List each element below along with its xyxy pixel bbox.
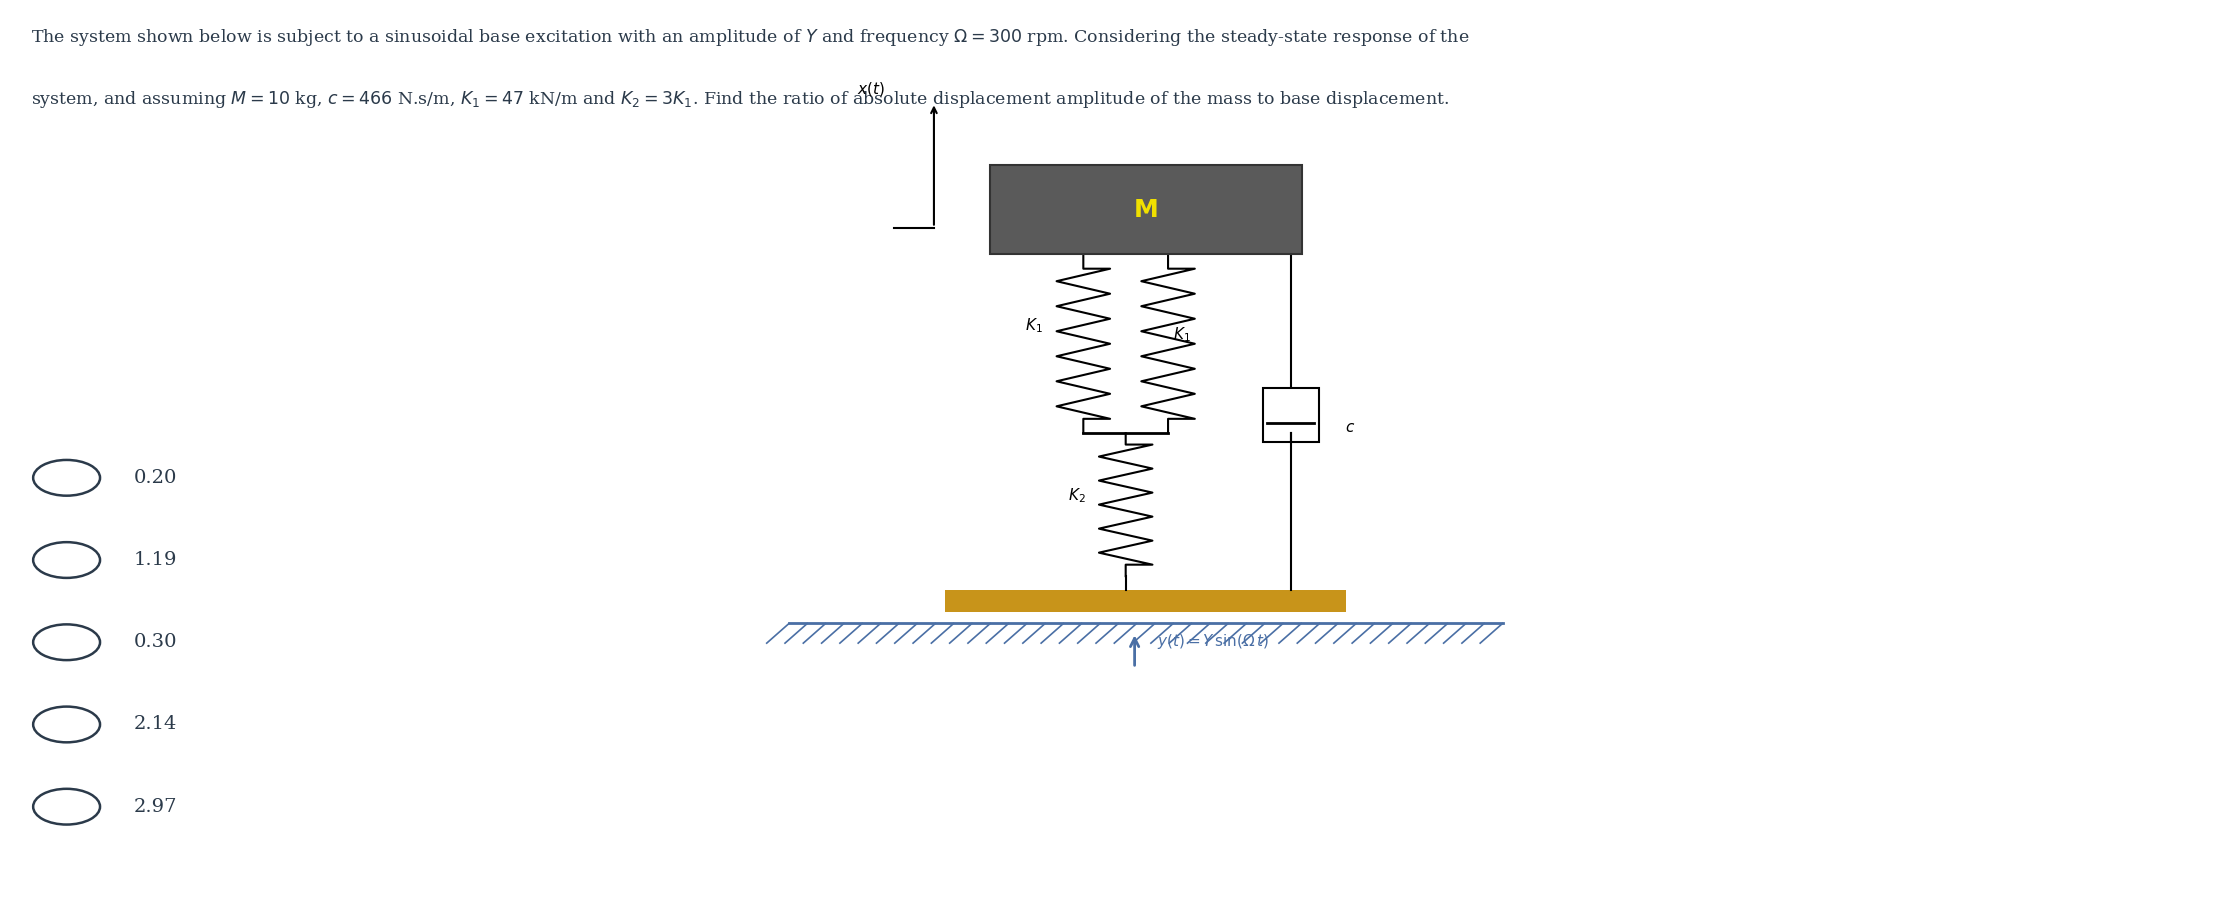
Text: $y(t) = Y\,\sin(\Omega\,t)$: $y(t) = Y\,\sin(\Omega\,t)$ [1157, 632, 1269, 651]
Text: 0.20: 0.20 [134, 469, 177, 487]
Bar [989, 165, 1303, 254]
Text: system, and assuming $M = 10$ kg, $c = 466$ N.s/m, $K_1 = 47$ kN/m and $K_2 = 3K: system, and assuming $M = 10$ kg, $c = 4… [31, 89, 1448, 110]
Text: The system shown below is subject to a sinusoidal base excitation with an amplit: The system shown below is subject to a s… [31, 26, 1470, 48]
Text: $K_1$: $K_1$ [1173, 326, 1191, 345]
Text: 2.97: 2.97 [134, 797, 177, 815]
Text: 1.19: 1.19 [134, 551, 177, 569]
Text: $K_1$: $K_1$ [1025, 317, 1043, 336]
Text: $c$: $c$ [1345, 419, 1356, 435]
Text: 0.30: 0.30 [134, 633, 177, 651]
Text: M: M [1132, 198, 1157, 222]
Text: $K_2$: $K_2$ [1068, 486, 1085, 505]
Bar [1262, 389, 1318, 442]
Text: $x(t)$: $x(t)$ [857, 80, 884, 98]
Text: 2.14: 2.14 [134, 715, 177, 733]
Bar [944, 590, 1347, 612]
